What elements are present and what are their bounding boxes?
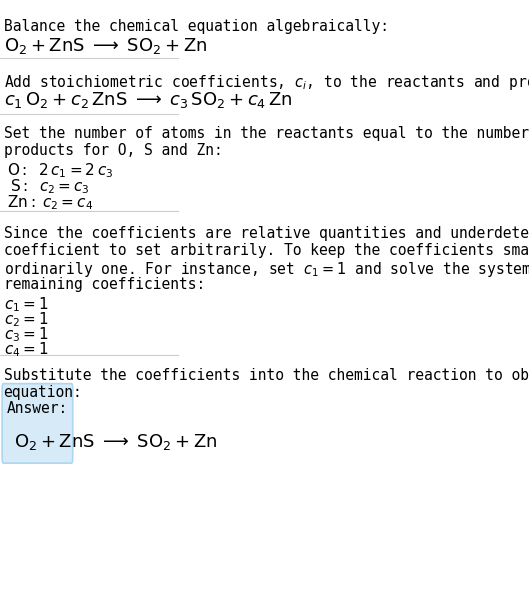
Text: Balance the chemical equation algebraically:: Balance the chemical equation algebraica…	[4, 19, 389, 35]
Text: $\mathrm{Zn:}\; c_2 = c_4$: $\mathrm{Zn:}\; c_2 = c_4$	[7, 193, 93, 212]
Text: Add stoichiometric coefficients, $c_i$, to the reactants and products:: Add stoichiometric coefficients, $c_i$, …	[4, 73, 529, 92]
Text: $c_3 = 1$: $c_3 = 1$	[4, 325, 48, 344]
Text: products for O, S and Zn:: products for O, S and Zn:	[4, 143, 222, 158]
Text: equation:: equation:	[4, 385, 83, 401]
Text: $\mathrm{O:}\;\; 2\,c_1 = 2\,c_3$: $\mathrm{O:}\;\; 2\,c_1 = 2\,c_3$	[7, 161, 113, 180]
Text: ordinarily one. For instance, set $c_1 = 1$ and solve the system of equations fo: ordinarily one. For instance, set $c_1 =…	[4, 260, 529, 279]
FancyBboxPatch shape	[2, 384, 72, 463]
Text: Since the coefficients are relative quantities and underdetermined, choose a: Since the coefficients are relative quan…	[4, 226, 529, 241]
Text: remaining coefficients:: remaining coefficients:	[4, 277, 205, 292]
Text: Answer:: Answer:	[7, 401, 68, 416]
Text: $\mathrm{O_2 + ZnS} \;\longrightarrow\; \mathrm{SO_2 + Zn}$: $\mathrm{O_2 + ZnS} \;\longrightarrow\; …	[4, 36, 207, 56]
Text: Set the number of atoms in the reactants equal to the number of atoms in the: Set the number of atoms in the reactants…	[4, 126, 529, 141]
Text: Substitute the coefficients into the chemical reaction to obtain the balanced: Substitute the coefficients into the che…	[4, 368, 529, 384]
Text: $c_2 = 1$: $c_2 = 1$	[4, 310, 48, 329]
Text: $\mathrm{O_2 + ZnS} \;\longrightarrow\; \mathrm{SO_2 + Zn}$: $\mathrm{O_2 + ZnS} \;\longrightarrow\; …	[14, 432, 217, 452]
Text: $c_1 = 1$: $c_1 = 1$	[4, 295, 48, 314]
Text: $\mathrm{S:}\;\; c_2 = c_3$: $\mathrm{S:}\;\; c_2 = c_3$	[10, 177, 89, 196]
Text: $c_4 = 1$: $c_4 = 1$	[4, 341, 48, 359]
Text: coefficient to set arbitrarily. To keep the coefficients small, the arbitrary va: coefficient to set arbitrarily. To keep …	[4, 243, 529, 258]
Text: $c_1\,\mathrm{O_2} + c_2\,\mathrm{ZnS} \;\longrightarrow\; c_3\,\mathrm{SO_2} + : $c_1\,\mathrm{O_2} + c_2\,\mathrm{ZnS} \…	[4, 90, 292, 110]
